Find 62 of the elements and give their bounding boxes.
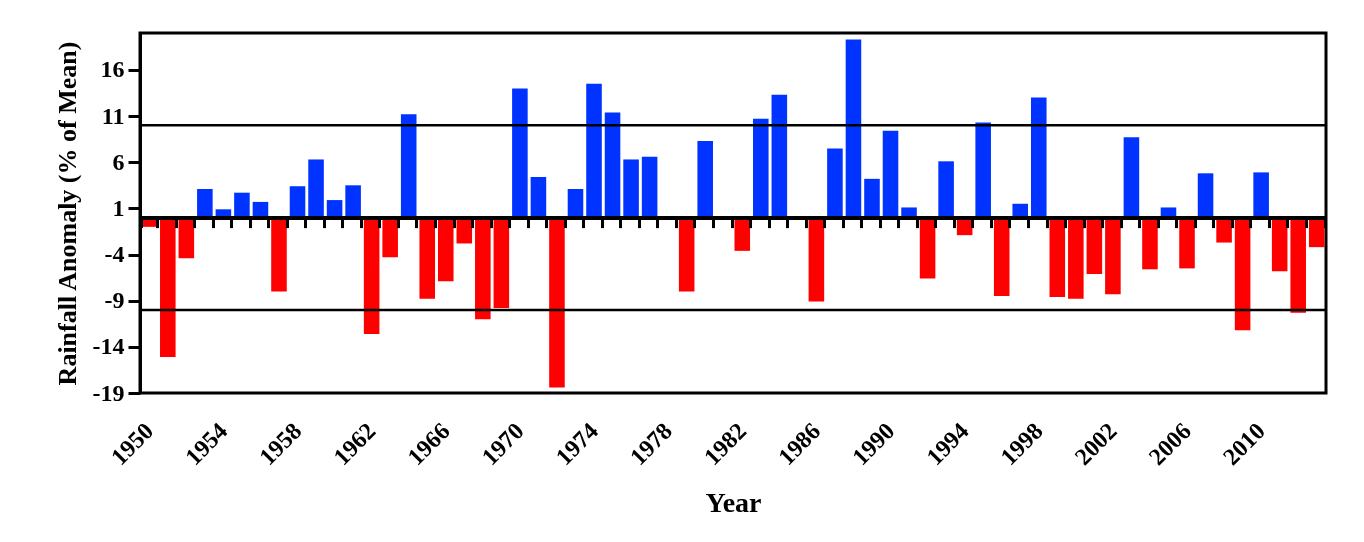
y-tick-label: -14	[92, 333, 125, 360]
bar	[641, 156, 658, 218]
y-tick-label: 6	[112, 148, 125, 175]
bar	[289, 186, 306, 218]
bar	[234, 192, 250, 218]
y-tick-label: -4	[104, 241, 125, 268]
bar	[437, 217, 454, 282]
y-tick-label: 11	[101, 102, 125, 129]
bar	[549, 217, 565, 388]
bar	[678, 217, 695, 292]
bar	[753, 118, 769, 218]
bar	[882, 130, 899, 218]
bar	[1271, 217, 1288, 272]
bar	[1049, 217, 1066, 297]
bar	[419, 217, 436, 299]
bar	[1068, 217, 1084, 299]
bar	[345, 185, 361, 218]
bar	[1197, 173, 1214, 218]
bar	[1216, 217, 1232, 243]
y-tick-label: 16	[100, 56, 125, 83]
bar	[382, 217, 398, 258]
bar	[623, 159, 639, 218]
bar	[808, 217, 825, 302]
bar	[1308, 217, 1325, 248]
bar	[845, 39, 862, 218]
bar	[901, 207, 917, 218]
bar	[734, 217, 751, 251]
bar	[1179, 217, 1195, 269]
x-axis-title: Year	[705, 486, 762, 518]
bar	[697, 141, 713, 218]
bar	[864, 178, 880, 218]
bar	[586, 83, 602, 218]
bar	[1290, 217, 1306, 313]
bar	[512, 88, 528, 218]
bar	[271, 217, 287, 292]
bar	[363, 217, 380, 334]
bar	[1105, 217, 1121, 295]
y-tick-label: -19	[92, 379, 125, 406]
y-tick-label: 1	[112, 194, 125, 221]
bar	[197, 189, 213, 218]
bar	[308, 159, 324, 218]
bar	[1086, 217, 1103, 274]
bar	[400, 114, 417, 218]
bar	[1030, 97, 1047, 218]
bar	[1234, 217, 1251, 331]
bar	[771, 94, 788, 218]
bar	[919, 217, 936, 279]
bar	[827, 148, 843, 218]
bar	[567, 189, 584, 218]
bar	[604, 112, 621, 218]
bar	[493, 217, 510, 309]
bar	[1142, 217, 1158, 270]
bar	[938, 161, 954, 218]
y-tick-label: -9	[104, 287, 125, 314]
bar	[1253, 172, 1269, 218]
bar	[975, 122, 991, 218]
bar	[993, 217, 1010, 297]
bar	[160, 217, 176, 357]
bar	[475, 217, 491, 320]
y-axis-title: Rainfall Anomaly (% of Mean)	[52, 41, 82, 386]
bar	[1123, 137, 1140, 218]
bar	[530, 177, 547, 218]
